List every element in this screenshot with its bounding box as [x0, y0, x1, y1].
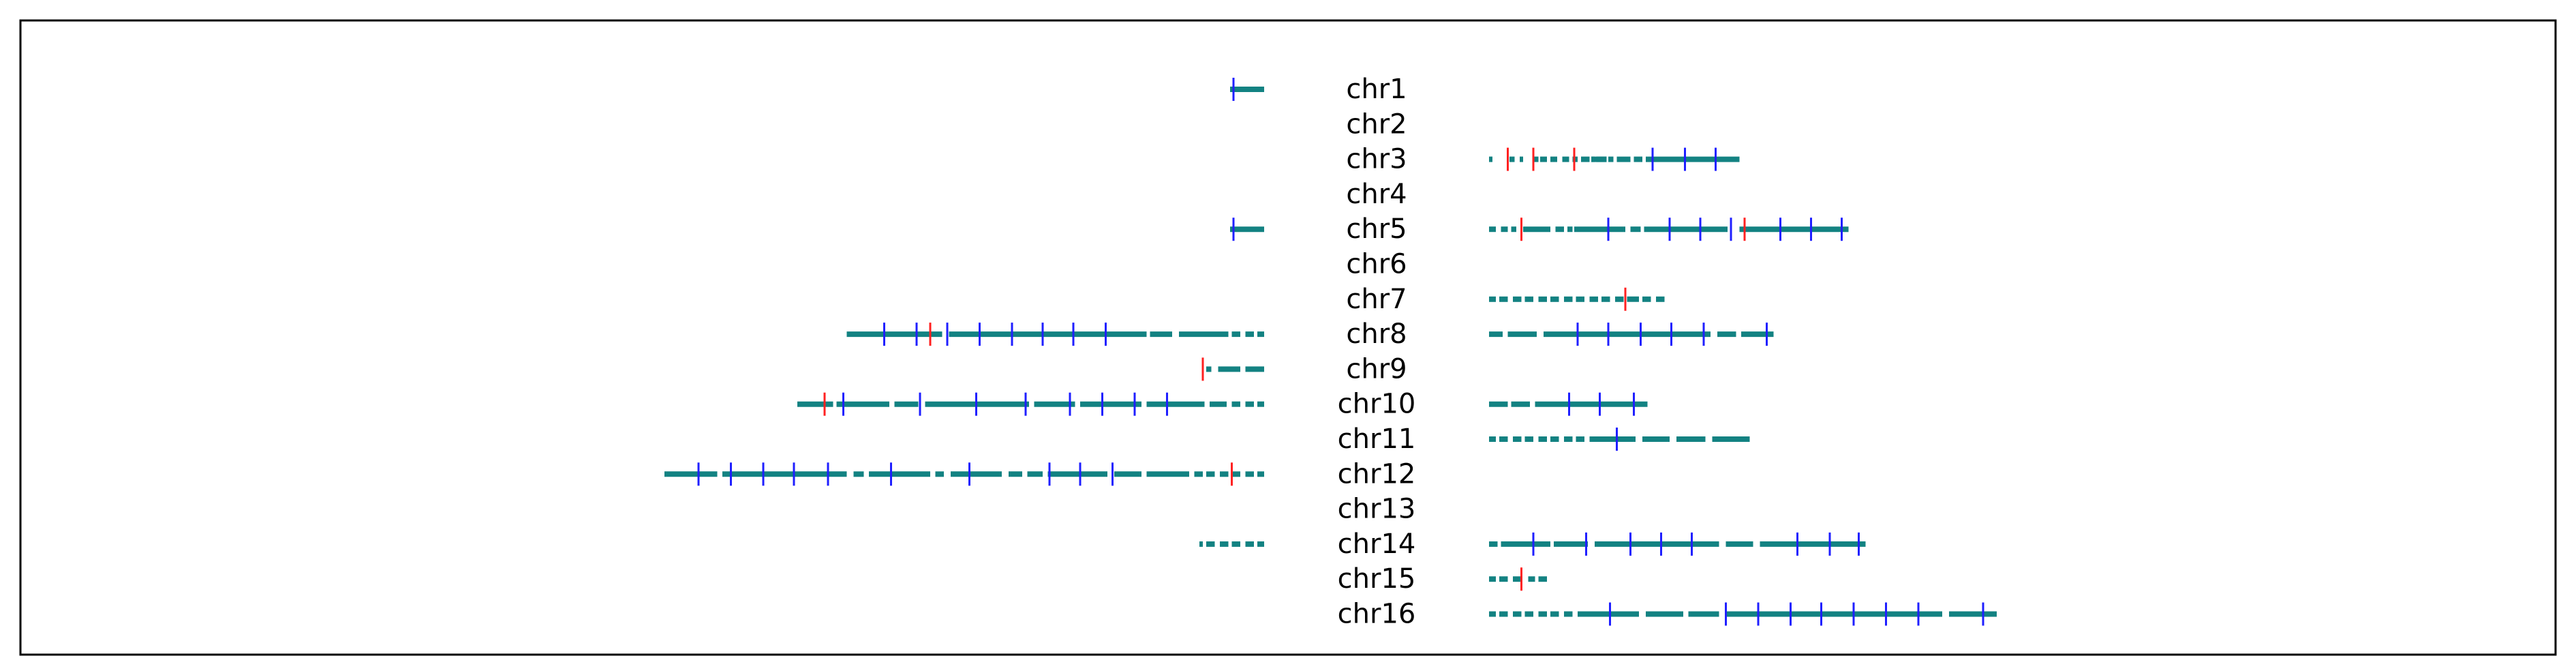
chromosome-label: chr1: [1346, 74, 1407, 105]
chromosome-label: chr13: [1338, 494, 1416, 525]
chromosome-label: chr3: [1346, 144, 1407, 175]
chromosome-label: chr4: [1346, 179, 1407, 210]
chromosome-label: chr2: [1346, 108, 1407, 140]
chromosome-label: chr7: [1346, 284, 1407, 315]
chromosome-label: chr9: [1346, 353, 1407, 385]
chromosome-label: chr11: [1338, 423, 1416, 455]
chromosome-label: chr6: [1346, 249, 1407, 280]
chromosome-label: chr5: [1346, 213, 1407, 245]
chromosome-label: chr15: [1338, 563, 1416, 595]
chromosome-label: chr10: [1338, 389, 1416, 420]
plot-frame: [19, 19, 2557, 656]
chromosome-label: chr12: [1338, 458, 1416, 490]
chromosome-label: chr16: [1338, 599, 1416, 630]
chromosome-label: chr14: [1338, 528, 1416, 560]
chromosome-label: chr8: [1346, 318, 1407, 350]
